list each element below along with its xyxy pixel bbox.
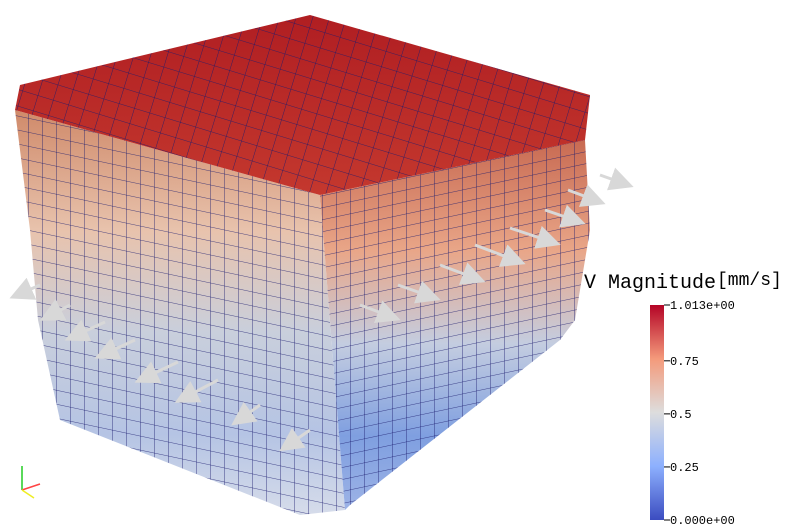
- colorbar: [650, 305, 664, 520]
- colorbar-title: V Magnitude: [584, 272, 716, 295]
- velocity-arrows: [9, 167, 634, 452]
- mesh-body: [15, 15, 590, 515]
- colorbar-tick-label: 0.000e+00: [670, 514, 735, 528]
- colorbar-tick-label: 0.25: [670, 461, 699, 475]
- colorbar-tick-label: 0.75: [670, 355, 699, 369]
- colorbar-tick-label: 0.5: [670, 408, 692, 422]
- colorbar-ticks: 1.013e+00 0.75 0.5 0.25 0.000e+00: [664, 299, 735, 528]
- axes-triad: [21, 466, 41, 499]
- colorbar-tick-label: 1.013e+00: [670, 299, 735, 313]
- colorbar-unit: [mm/s]: [717, 271, 782, 291]
